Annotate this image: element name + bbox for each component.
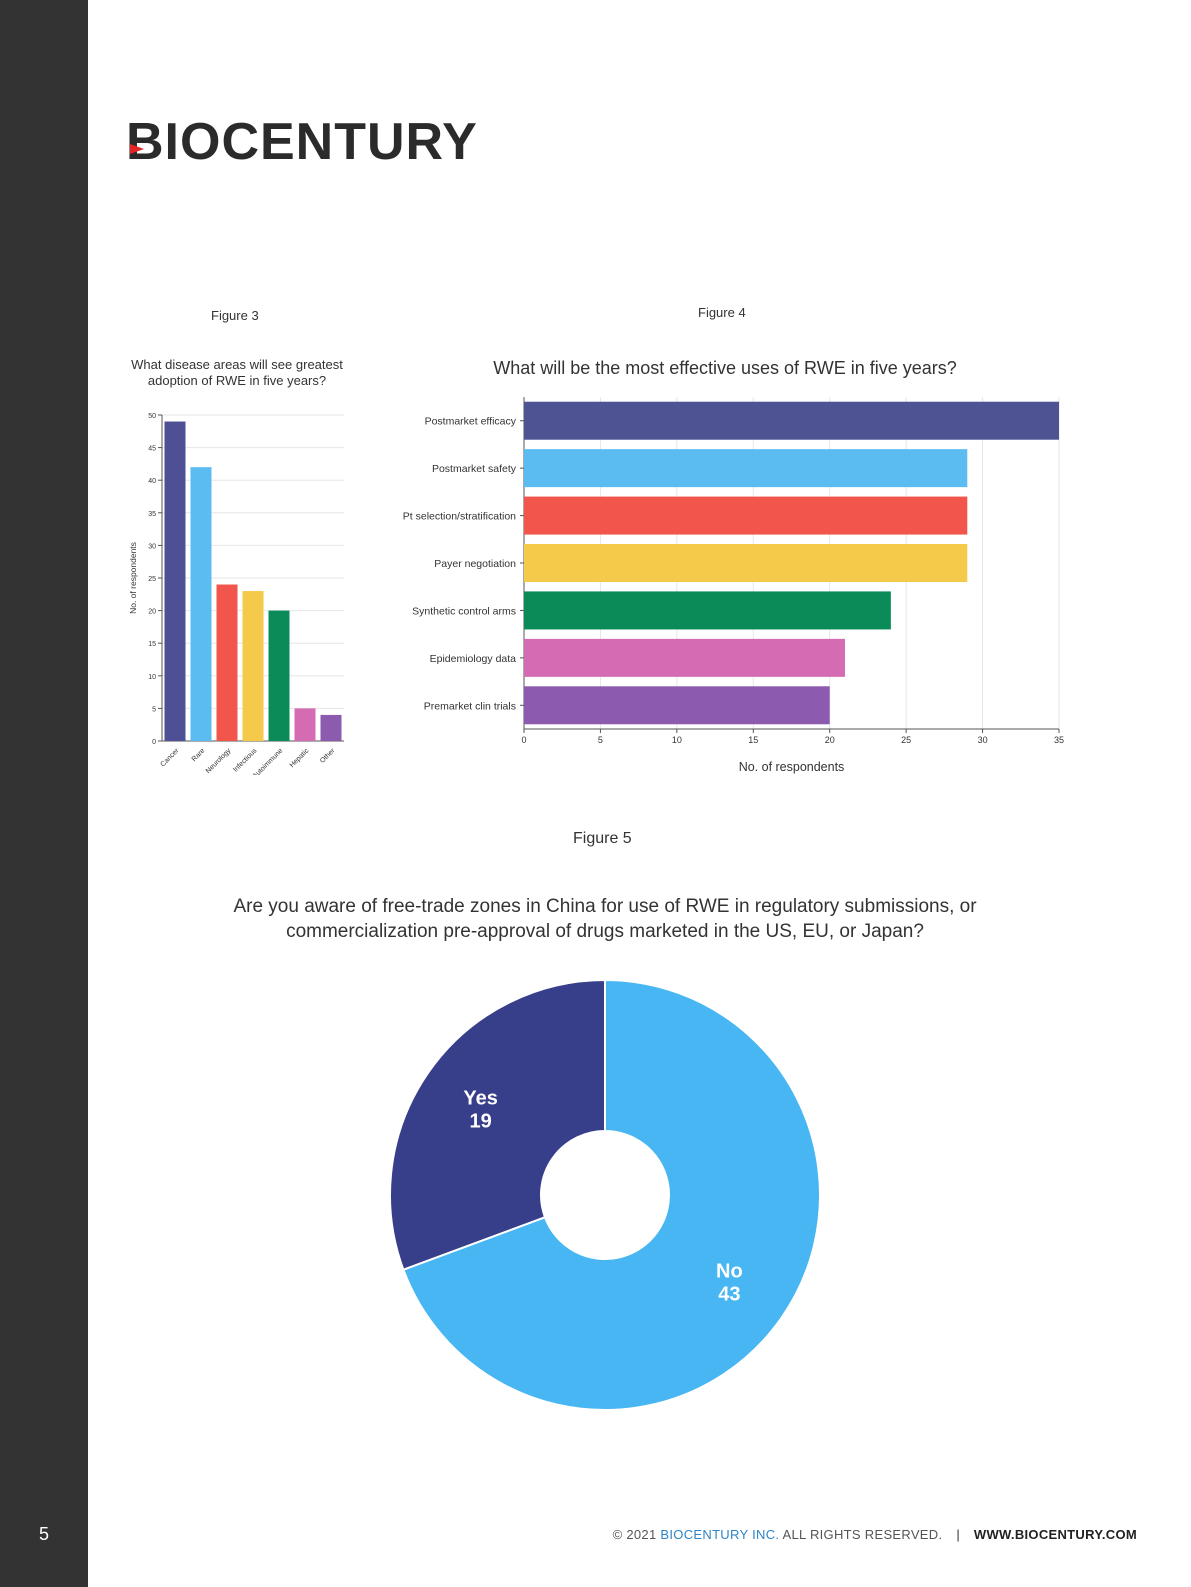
- figure-3-label: Figure 3: [211, 308, 259, 323]
- figure-3-chart: 0 5 10 15 20 25 30 35 40 45 50 No. of respondents Ca…: [128, 413, 344, 775]
- x-tick-label: 25: [901, 735, 911, 745]
- pie-slice: [389, 978, 606, 1271]
- bar: [268, 610, 290, 741]
- bar: [524, 496, 968, 535]
- figure-4-title: What will be the most effective uses of …: [493, 358, 957, 378]
- footer-website-link[interactable]: WWW.BIOCENTURY.COM: [973, 1527, 1137, 1542]
- bar: [320, 714, 342, 741]
- x-tick-label: 10: [672, 735, 682, 745]
- y-tick-label: 35: [148, 511, 156, 518]
- bar: [216, 584, 238, 741]
- brand-logo: BIOCENTURY: [126, 113, 478, 171]
- x-tick-label: Infectious: [232, 747, 258, 773]
- footer-copyright: © 2021: [612, 1527, 657, 1542]
- y-tick-label: 30: [148, 543, 156, 550]
- slice-value: 19: [470, 1110, 492, 1132]
- x-tick-label: Cancer: [159, 747, 180, 768]
- logo-arrow-icon: [130, 144, 144, 154]
- figure-5-title: Are you aware of free-trade zones in Chi…: [233, 896, 977, 942]
- x-tick-label: 20: [825, 735, 835, 745]
- pie-slice: [402, 978, 821, 1411]
- figure-4-chart: 0 5 10 15 20 25 30 35 No. of respondents Postmark…: [403, 397, 1064, 774]
- y-tick-label: Pt selection/stratification: [403, 511, 516, 523]
- y-tick-label: Postmarket efficacy: [425, 416, 517, 428]
- y-tick-label: 20: [148, 609, 156, 616]
- y-tick-label: Payer negotiation: [434, 558, 516, 570]
- footer-company: BIOCENTURY INC.: [660, 1527, 780, 1542]
- y-axis-label: No. of respondents: [128, 542, 138, 614]
- bar: [190, 467, 212, 741]
- x-tick-label: 35: [1054, 735, 1064, 745]
- figure-3-title: What disease areas will see greatest ado…: [131, 357, 343, 388]
- footer-rights: ALL RIGHTS RESERVED.: [782, 1527, 943, 1542]
- slice-value: 43: [718, 1284, 740, 1306]
- y-tick-label: 0: [152, 739, 156, 746]
- x-axis-label: No. of respondents: [739, 760, 845, 774]
- y-tick-label: 5: [152, 706, 156, 713]
- y-tick-label: 10: [148, 674, 156, 681]
- bar: [524, 686, 830, 725]
- y-tick-label: 45: [148, 446, 156, 453]
- footer-separator: |: [956, 1527, 960, 1542]
- figure-4-label: Figure 4: [698, 305, 746, 320]
- slice-label: Yes: [463, 1087, 497, 1109]
- footer: © 2021 BIOCENTURY INC. ALL RIGHTS RESERV…: [613, 1527, 1137, 1542]
- x-tick-label: Neurology: [205, 747, 233, 775]
- page-number: 5: [38, 1524, 49, 1544]
- x-tick-label: Hepatic: [289, 747, 311, 769]
- x-tick-label: Rare: [191, 747, 207, 763]
- bar: [524, 544, 968, 582]
- y-tick-label: Epidemiology data: [430, 653, 517, 665]
- side-bar: [0, 0, 88, 1587]
- y-tick-label: Premarket clin trials: [424, 700, 516, 712]
- bar: [524, 591, 891, 630]
- bar: [524, 449, 968, 488]
- x-tick-label: 15: [748, 735, 758, 745]
- bar: [242, 591, 264, 741]
- y-tick-label: Postmarket safety: [432, 463, 517, 475]
- x-tick-label: 0: [521, 735, 526, 745]
- x-tick-label: 30: [978, 735, 988, 745]
- y-tick-label: 50: [148, 413, 156, 420]
- y-tick-label: 40: [148, 478, 156, 485]
- y-tick-label: 25: [148, 576, 156, 583]
- bar: [524, 401, 1059, 440]
- bar: [294, 708, 316, 741]
- figure-5-label: Figure 5: [573, 830, 632, 847]
- bar: [524, 638, 845, 677]
- x-tick-label: Other: [319, 747, 337, 765]
- y-tick-label: Synthetic control arms: [412, 605, 516, 617]
- bar: [164, 421, 186, 741]
- slice-label: No: [716, 1261, 743, 1283]
- x-tick-label: 5: [598, 735, 603, 745]
- y-tick-label: 15: [148, 641, 156, 648]
